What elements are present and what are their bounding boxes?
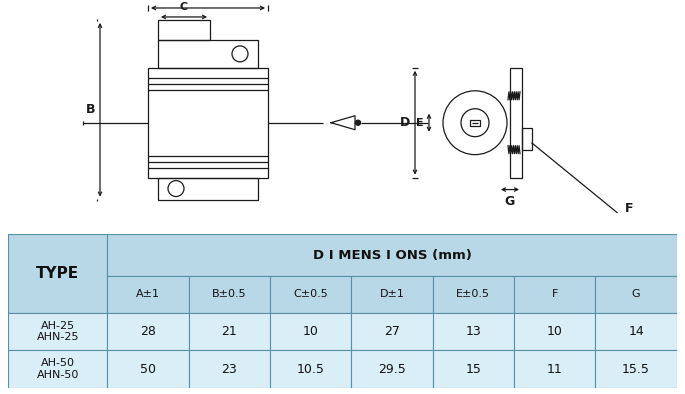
Bar bbox=[595, 276, 677, 313]
Text: 14: 14 bbox=[628, 325, 644, 338]
Text: D±1: D±1 bbox=[379, 289, 404, 299]
Text: G: G bbox=[632, 289, 640, 299]
Text: AH-25
AHN-25: AH-25 AHN-25 bbox=[36, 321, 79, 342]
Bar bbox=[351, 276, 433, 313]
Text: A±1: A±1 bbox=[136, 289, 160, 299]
Text: E: E bbox=[416, 118, 424, 128]
Bar bbox=[514, 276, 595, 313]
Bar bbox=[595, 313, 677, 350]
Bar bbox=[8, 350, 107, 388]
Bar bbox=[158, 20, 210, 40]
Text: F: F bbox=[551, 289, 558, 299]
Circle shape bbox=[356, 120, 360, 125]
Bar bbox=[107, 313, 188, 350]
Bar bbox=[107, 234, 677, 276]
Bar bbox=[107, 350, 188, 388]
Text: 27: 27 bbox=[384, 325, 400, 338]
Bar bbox=[433, 350, 514, 388]
Bar bbox=[188, 313, 270, 350]
Bar bbox=[514, 350, 595, 388]
Text: B±0.5: B±0.5 bbox=[212, 289, 247, 299]
Text: 10: 10 bbox=[547, 325, 562, 338]
Bar bbox=[351, 313, 433, 350]
Bar bbox=[522, 128, 532, 150]
Bar bbox=[510, 68, 522, 178]
Text: 50: 50 bbox=[140, 363, 156, 376]
Text: 21: 21 bbox=[221, 325, 237, 338]
Text: TYPE: TYPE bbox=[36, 266, 79, 281]
Text: 11: 11 bbox=[547, 363, 562, 376]
Text: 10.5: 10.5 bbox=[297, 363, 325, 376]
Bar bbox=[270, 313, 351, 350]
Bar bbox=[107, 276, 188, 313]
Bar bbox=[270, 276, 351, 313]
Bar bbox=[270, 350, 351, 388]
Text: G: G bbox=[505, 195, 515, 208]
Text: D: D bbox=[400, 116, 410, 129]
Text: 10: 10 bbox=[303, 325, 319, 338]
Text: 15: 15 bbox=[465, 363, 482, 376]
Text: 13: 13 bbox=[466, 325, 482, 338]
Text: B: B bbox=[86, 103, 95, 116]
Text: A: A bbox=[203, 0, 213, 3]
Bar bbox=[433, 313, 514, 350]
Bar bbox=[595, 350, 677, 388]
Text: C: C bbox=[180, 2, 188, 12]
Bar bbox=[8, 313, 107, 350]
Bar bbox=[158, 178, 258, 199]
Text: D I MENS I ONS (mm): D I MENS I ONS (mm) bbox=[312, 249, 471, 262]
Bar bbox=[8, 234, 107, 313]
Bar bbox=[433, 276, 514, 313]
Text: 15.5: 15.5 bbox=[622, 363, 650, 376]
Text: E±0.5: E±0.5 bbox=[456, 289, 490, 299]
Text: 28: 28 bbox=[140, 325, 155, 338]
Text: 29.5: 29.5 bbox=[378, 363, 406, 376]
Text: AH-50
AHN-50: AH-50 AHN-50 bbox=[36, 359, 79, 380]
Text: F: F bbox=[625, 202, 634, 215]
Bar bbox=[158, 40, 258, 68]
Bar bbox=[470, 120, 480, 126]
Text: C±0.5: C±0.5 bbox=[293, 289, 328, 299]
Bar bbox=[148, 68, 268, 178]
Text: 23: 23 bbox=[221, 363, 237, 376]
Bar bbox=[351, 350, 433, 388]
Bar bbox=[188, 350, 270, 388]
Bar bbox=[188, 276, 270, 313]
Bar bbox=[514, 313, 595, 350]
